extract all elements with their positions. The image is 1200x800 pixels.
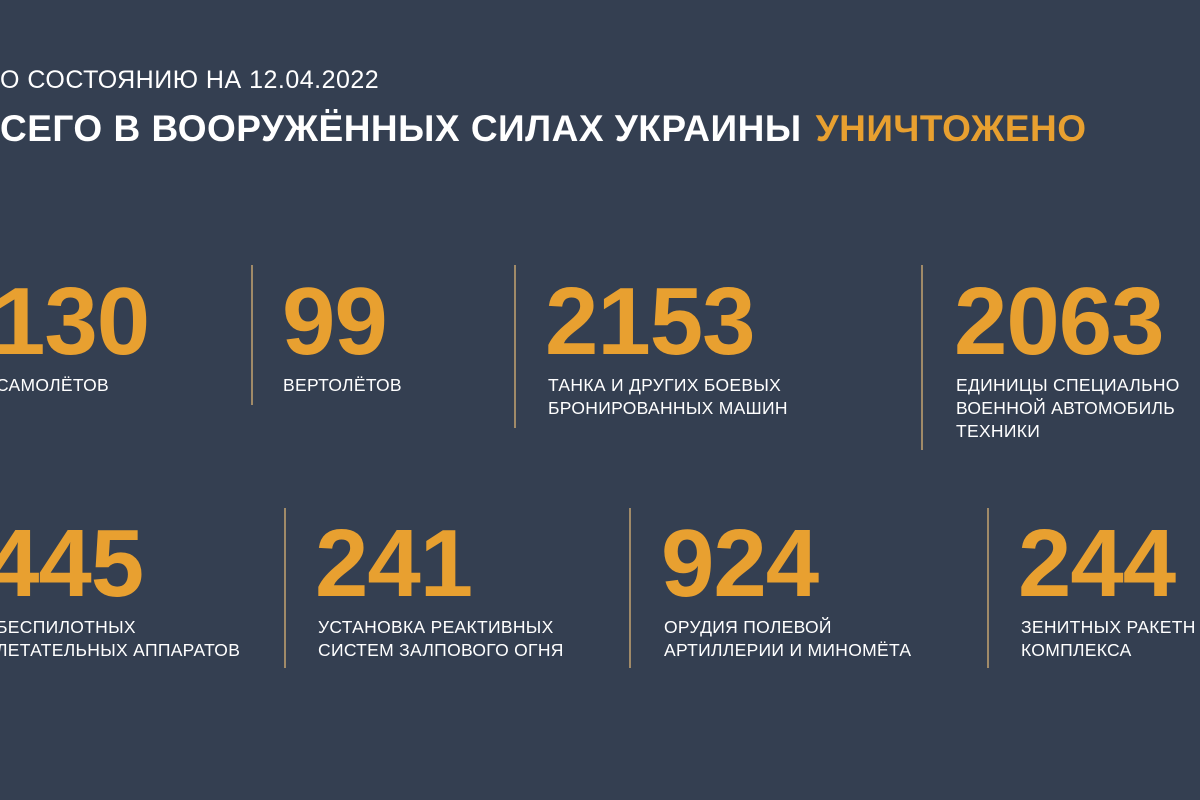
- divider: [921, 265, 923, 450]
- divider: [629, 508, 631, 668]
- stat-value-tanks: 2153: [545, 268, 756, 375]
- divider: [251, 265, 253, 405]
- divider: [284, 508, 286, 668]
- stat-label-helicopters: ВЕРТОЛЁТОВ: [283, 375, 402, 395]
- stat-value-vehicles: 2063: [954, 268, 1165, 375]
- divider: [987, 508, 989, 668]
- stat-label-tanks: ТАНКА И ДРУГИХ БОЕВЫХ БРОНИРОВАННЫХ МАШИН: [548, 375, 788, 418]
- stat-value-aircraft: 130: [0, 268, 150, 375]
- title-highlight: УНИЧТОЖЕНО: [815, 108, 1087, 149]
- stat-value-artillery: 924: [661, 510, 819, 617]
- stat-value-air-defense: 244: [1018, 510, 1176, 617]
- stat-label-artillery: ОРУДИЯ ПОЛЕВОЙ АРТИЛЛЕРИИ И МИНОМЁТА: [664, 617, 912, 660]
- stat-value-mlrs: 241: [315, 510, 473, 617]
- stat-value-helicopters: 99: [282, 268, 388, 375]
- title-text: СЕГО В ВООРУЖЁННЫХ СИЛАХ УКРАИНЫ: [0, 108, 802, 149]
- page-title: СЕГО В ВООРУЖЁННЫХ СИЛАХ УКРАИНЫ УНИЧТОЖЕ…: [0, 108, 1087, 150]
- stat-label-air-defense: ЗЕНИТНЫХ РАКЕТН КОМПЛЕКСА: [1021, 617, 1196, 660]
- stat-label-mlrs: УСТАНОВКА РЕАКТИВНЫХ СИСТЕМ ЗАЛПОВОГО ОГН…: [318, 617, 564, 660]
- stat-value-uav: 445: [0, 510, 144, 617]
- stat-label-aircraft: САМОЛЁТОВ: [0, 375, 109, 395]
- divider: [514, 265, 516, 428]
- stat-label-uav: БЕСПИЛОТНЫХ ЛЕТАТЕЛЬНЫХ АППАРАТОВ: [0, 617, 241, 660]
- stat-label-vehicles: ЕДИНИЦЫ СПЕЦИАЛЬНО ВОЕННОЙ АВТОМОБИЛЬ ТЕХН…: [956, 375, 1180, 441]
- report-date: О СОСТОЯНИЮ НА 12.04.2022: [0, 66, 380, 94]
